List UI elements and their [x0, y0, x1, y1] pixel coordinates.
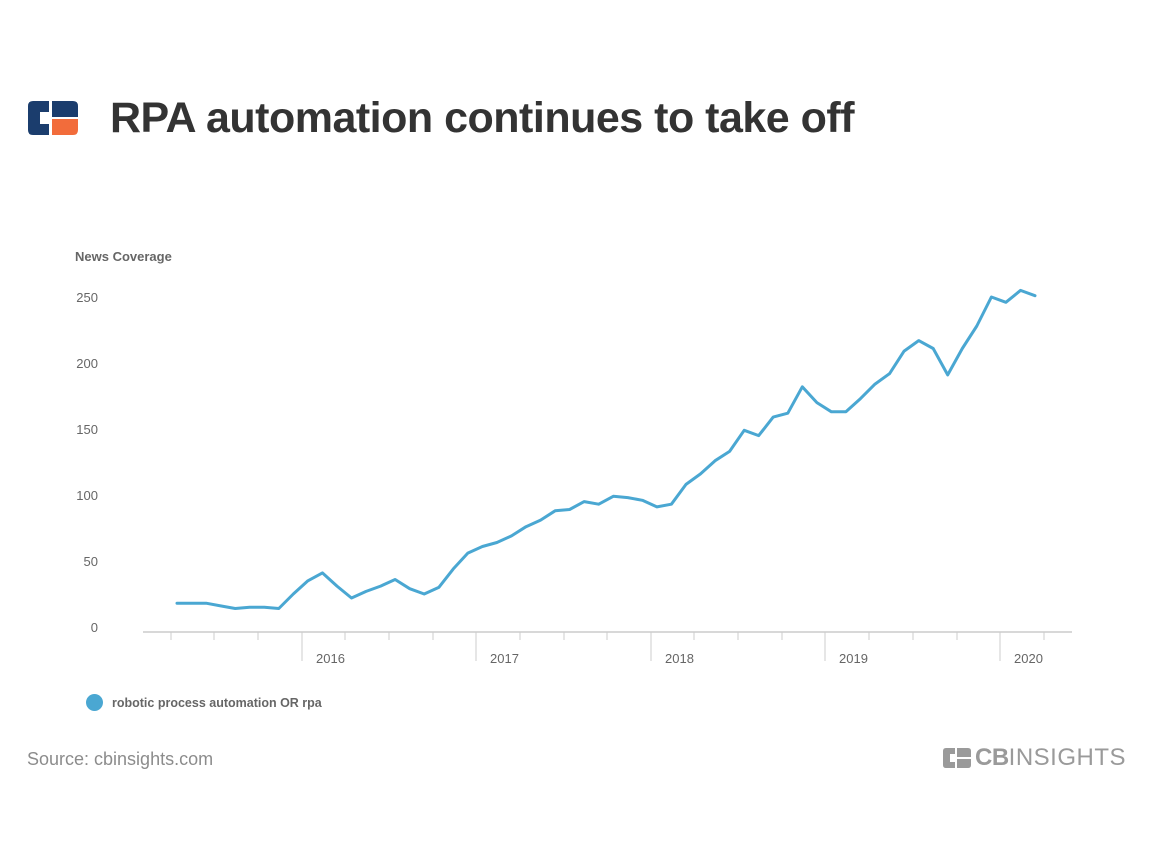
y-tick-label: 150 [76, 422, 98, 437]
brand-logo: CB INSIGHTS [942, 744, 1126, 772]
y-tick-label: 0 [91, 620, 98, 635]
x-tick-label: 2019 [839, 651, 868, 666]
y-tick-label: 100 [76, 488, 98, 503]
series-line [175, 288, 1037, 610]
header: RPA automation continues to take off [28, 92, 855, 144]
legend-marker [86, 694, 103, 711]
y-tick-label: 50 [84, 554, 98, 569]
y-axis-label: News Coverage [75, 249, 172, 264]
chart-legend: robotic process automation OR rpa [86, 694, 322, 711]
legend-label: robotic process automation OR rpa [112, 695, 322, 710]
x-tick-label: 2018 [665, 651, 694, 666]
x-tick-label: 2017 [490, 651, 519, 666]
brand-name-bold: CB [974, 744, 1009, 771]
x-tick-label: 2016 [316, 651, 345, 666]
cb-insights-logo-icon [28, 101, 78, 135]
x-tick-label: 2020 [1014, 651, 1043, 666]
y-tick-label: 200 [76, 356, 98, 371]
y-tick-label: 250 [76, 290, 98, 305]
brand-name-light: INSIGHTS [1008, 744, 1126, 771]
page-title: RPA automation continues to take off [110, 93, 855, 142]
brand-logo-icon [942, 748, 971, 768]
source-note: Source: cbinsights.com [27, 749, 214, 769]
